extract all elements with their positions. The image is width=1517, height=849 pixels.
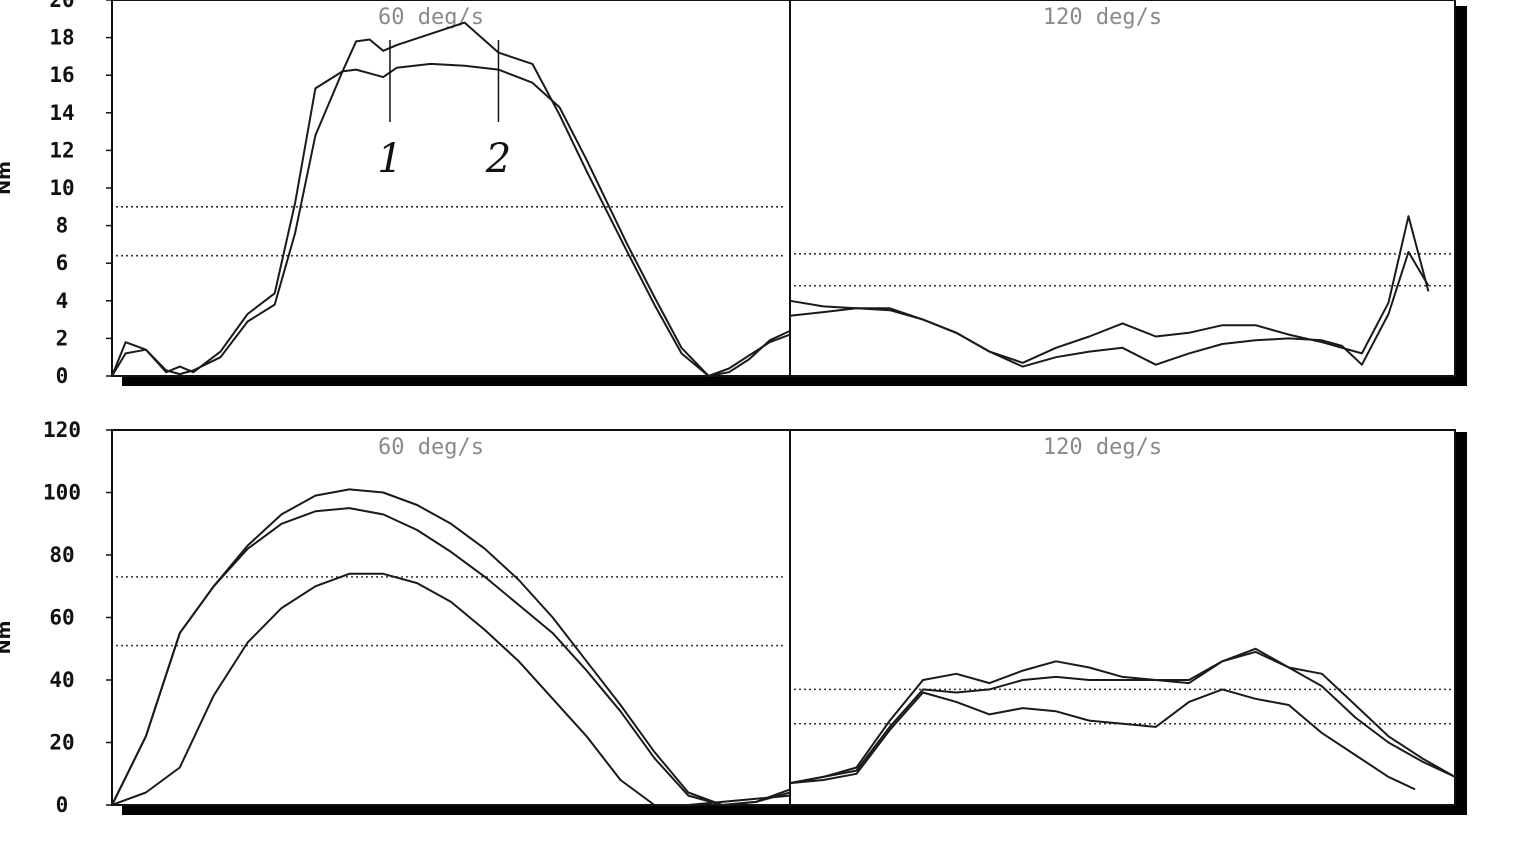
- series-line-2: [111, 21, 791, 377]
- y-tick-label: 120: [43, 418, 81, 442]
- series-line-3: [789, 688, 1416, 791]
- frame-shadow-right: [1456, 6, 1467, 386]
- series-line-2: [789, 647, 1456, 785]
- y-tick-label: 2: [56, 326, 69, 350]
- y-tick-label: 0: [56, 364, 69, 388]
- y-tick-label: 8: [56, 214, 69, 238]
- plot-frame: [111, 0, 1456, 377]
- y-tick-label: 18: [49, 26, 74, 50]
- y-axis-label: Nm: [0, 621, 15, 655]
- series-line-1: [111, 62, 791, 377]
- y-tick-label: 0: [56, 793, 69, 817]
- y-tick-label: 16: [49, 63, 74, 87]
- y-tick-label: 20: [49, 731, 74, 755]
- annotation-label: 1: [377, 136, 402, 182]
- panel-title: 120 deg/s: [1043, 5, 1162, 30]
- panel-left: 60 deg/s: [111, 435, 791, 806]
- y-tick-label: 12: [49, 138, 74, 162]
- y-axis-label: Nm: [0, 161, 15, 195]
- y-tick-label: 80: [49, 543, 74, 567]
- panel-right: 120 deg/s: [789, 435, 1456, 791]
- series-line-1: [111, 488, 791, 806]
- panel-left: 60 deg/s 1 2: [111, 5, 791, 377]
- frame-shadow-right: [1456, 432, 1467, 815]
- series-line-2: [111, 507, 791, 806]
- frame-shadow-bottom: [122, 377, 1467, 386]
- series-line-2: [789, 215, 1430, 364]
- y-tick-label: 60: [49, 606, 74, 630]
- series-line-3: [111, 572, 791, 806]
- series-line-1: [789, 650, 1456, 785]
- y-tick-label: 10: [49, 176, 74, 200]
- panel-title: 120 deg/s: [1043, 435, 1162, 460]
- chart-2: 0 20 40 60 80 100 120 Nm 60 deg/s 120 deg/s: [0, 418, 1467, 817]
- panel-title: 60 deg/s: [378, 5, 484, 30]
- y-tick-label: 20: [49, 0, 74, 12]
- y-tick-label: 40: [49, 668, 74, 692]
- panel-title: 60 deg/s: [378, 435, 484, 460]
- panel-right: 120 deg/s: [789, 5, 1451, 368]
- frame-shadow-bottom: [122, 806, 1467, 815]
- plot-frame: [111, 429, 1456, 806]
- y-tick-label: 4: [56, 289, 69, 313]
- annotation-label: 2: [485, 136, 511, 182]
- y-tick-label: 100: [43, 481, 81, 505]
- y-tick-label: 6: [56, 251, 69, 275]
- y-tick-label: 14: [49, 101, 74, 125]
